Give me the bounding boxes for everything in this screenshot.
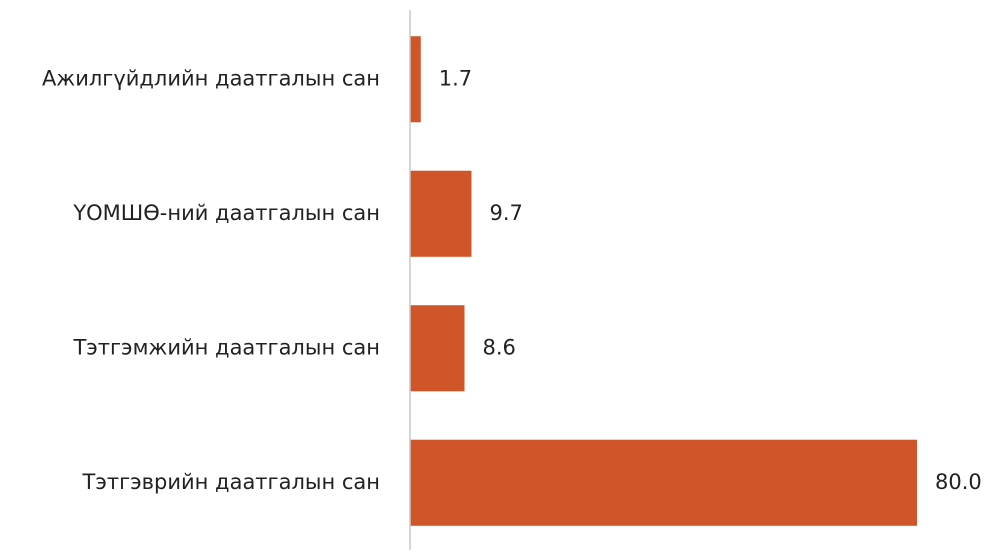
value-label: 8.6 — [483, 335, 516, 359]
bar — [410, 170, 472, 257]
value-label: 9.7 — [489, 201, 522, 225]
y-tick-label: Тэтгэврийн даатгалын сан — [82, 470, 381, 494]
value-label: 1.7 — [439, 66, 472, 90]
y-tick-label: Тэтгэмжийн даатгалын сан — [72, 335, 380, 359]
bar — [410, 305, 465, 392]
value-label: 80.0 — [935, 470, 982, 494]
bar — [410, 439, 917, 526]
bar — [410, 36, 421, 123]
y-tick-label: ҮОМШӨ-ний даатгалын сан — [72, 201, 380, 225]
y-tick-label: Ажилгүйдлийн даатгалын сан — [42, 66, 380, 90]
